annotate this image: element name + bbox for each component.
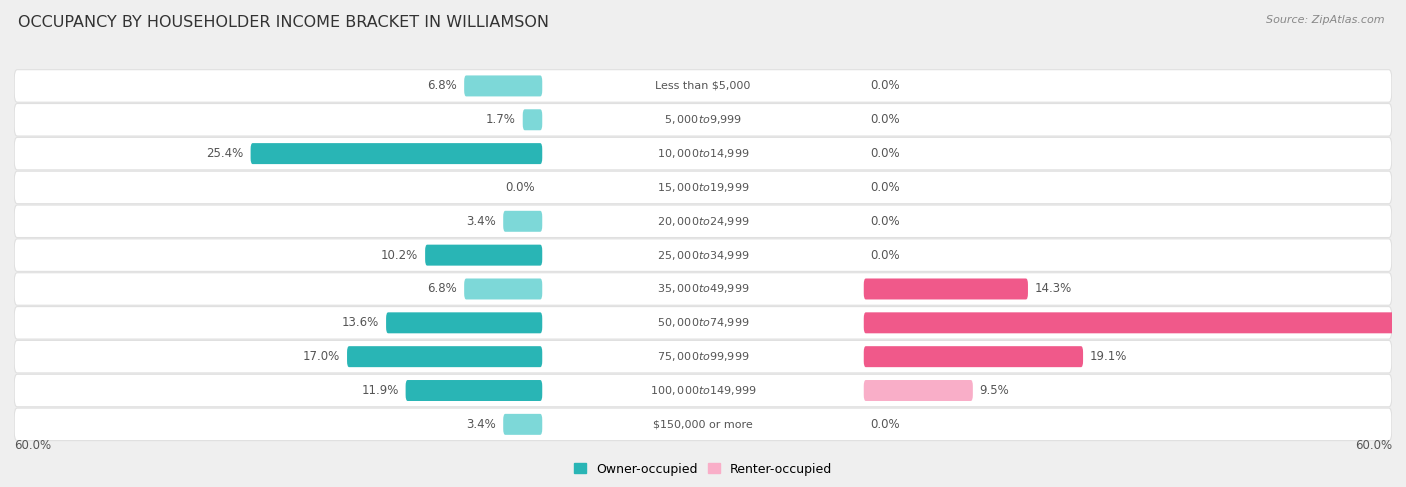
Text: 6.8%: 6.8% xyxy=(427,282,457,296)
FancyBboxPatch shape xyxy=(14,104,1392,136)
Text: $25,000 to $34,999: $25,000 to $34,999 xyxy=(657,249,749,262)
Text: $100,000 to $149,999: $100,000 to $149,999 xyxy=(650,384,756,397)
FancyBboxPatch shape xyxy=(14,137,1392,170)
FancyBboxPatch shape xyxy=(503,211,543,232)
FancyBboxPatch shape xyxy=(14,171,1392,204)
Text: 60.0%: 60.0% xyxy=(1355,439,1392,452)
Text: 6.8%: 6.8% xyxy=(427,79,457,93)
Text: $50,000 to $74,999: $50,000 to $74,999 xyxy=(657,317,749,329)
Text: 0.0%: 0.0% xyxy=(870,249,900,262)
Text: 0.0%: 0.0% xyxy=(870,181,900,194)
FancyBboxPatch shape xyxy=(523,109,543,130)
Text: 0.0%: 0.0% xyxy=(506,181,536,194)
FancyBboxPatch shape xyxy=(863,279,1028,300)
Text: OCCUPANCY BY HOUSEHOLDER INCOME BRACKET IN WILLIAMSON: OCCUPANCY BY HOUSEHOLDER INCOME BRACKET … xyxy=(18,15,550,30)
FancyBboxPatch shape xyxy=(863,380,973,401)
Text: 60.0%: 60.0% xyxy=(14,439,51,452)
FancyBboxPatch shape xyxy=(347,346,543,367)
Text: $10,000 to $14,999: $10,000 to $14,999 xyxy=(657,147,749,160)
FancyBboxPatch shape xyxy=(14,70,1392,102)
Text: $35,000 to $49,999: $35,000 to $49,999 xyxy=(657,282,749,296)
FancyBboxPatch shape xyxy=(425,244,543,265)
Text: Less than $5,000: Less than $5,000 xyxy=(655,81,751,91)
FancyBboxPatch shape xyxy=(14,307,1392,339)
Text: 1.7%: 1.7% xyxy=(486,113,516,126)
Legend: Owner-occupied, Renter-occupied: Owner-occupied, Renter-occupied xyxy=(574,463,832,476)
FancyBboxPatch shape xyxy=(250,143,543,164)
Text: $5,000 to $9,999: $5,000 to $9,999 xyxy=(664,113,742,126)
FancyBboxPatch shape xyxy=(464,279,543,300)
Text: 3.4%: 3.4% xyxy=(467,418,496,431)
Text: 9.5%: 9.5% xyxy=(980,384,1010,397)
Text: 0.0%: 0.0% xyxy=(870,79,900,93)
Text: 0.0%: 0.0% xyxy=(870,215,900,228)
FancyBboxPatch shape xyxy=(14,408,1392,441)
FancyBboxPatch shape xyxy=(14,273,1392,305)
FancyBboxPatch shape xyxy=(14,205,1392,238)
Text: 0.0%: 0.0% xyxy=(870,147,900,160)
FancyBboxPatch shape xyxy=(863,312,1406,333)
FancyBboxPatch shape xyxy=(863,346,1083,367)
Text: 14.3%: 14.3% xyxy=(1035,282,1073,296)
FancyBboxPatch shape xyxy=(503,414,543,435)
FancyBboxPatch shape xyxy=(464,75,543,96)
Text: 19.1%: 19.1% xyxy=(1090,350,1128,363)
FancyBboxPatch shape xyxy=(387,312,543,333)
Text: 11.9%: 11.9% xyxy=(361,384,399,397)
FancyBboxPatch shape xyxy=(405,380,543,401)
FancyBboxPatch shape xyxy=(14,239,1392,271)
Text: 17.0%: 17.0% xyxy=(302,350,340,363)
Text: 0.0%: 0.0% xyxy=(870,113,900,126)
FancyBboxPatch shape xyxy=(14,375,1392,407)
Text: $150,000 or more: $150,000 or more xyxy=(654,419,752,430)
Text: 0.0%: 0.0% xyxy=(870,418,900,431)
Text: 13.6%: 13.6% xyxy=(342,317,380,329)
Text: $75,000 to $99,999: $75,000 to $99,999 xyxy=(657,350,749,363)
FancyBboxPatch shape xyxy=(14,340,1392,373)
Text: $15,000 to $19,999: $15,000 to $19,999 xyxy=(657,181,749,194)
Text: 10.2%: 10.2% xyxy=(381,249,418,262)
Text: 3.4%: 3.4% xyxy=(467,215,496,228)
Text: 25.4%: 25.4% xyxy=(207,147,243,160)
Text: $20,000 to $24,999: $20,000 to $24,999 xyxy=(657,215,749,228)
Text: Source: ZipAtlas.com: Source: ZipAtlas.com xyxy=(1267,15,1385,25)
